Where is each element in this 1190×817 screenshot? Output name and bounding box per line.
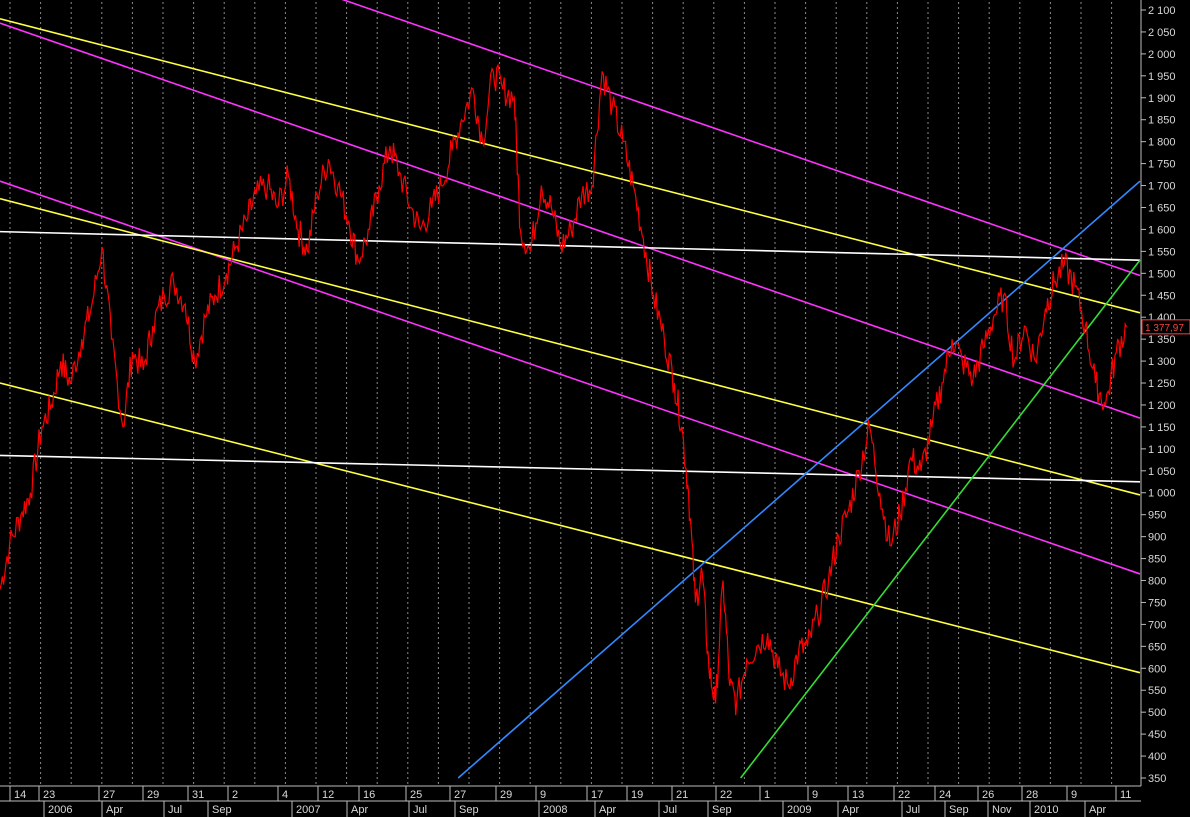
y-tick-label: 800 bbox=[1148, 576, 1166, 588]
x-month-label: 2006 bbox=[48, 804, 72, 816]
x-month-label: Apr bbox=[106, 804, 123, 816]
x-month-label: 2007 bbox=[296, 804, 320, 816]
x-tick-label: 22 bbox=[720, 789, 732, 801]
trendline-magenta bbox=[0, 180, 1141, 575]
y-tick-label: 1 000 bbox=[1148, 488, 1176, 500]
x-tick-label: 11 bbox=[1120, 789, 1131, 801]
y-tick-label: 900 bbox=[1148, 532, 1166, 544]
y-tick-label: 1 350 bbox=[1148, 334, 1176, 346]
x-tick-label: 27 bbox=[103, 789, 115, 801]
y-tick-label: 650 bbox=[1148, 641, 1166, 653]
y-tick-label: 1 500 bbox=[1148, 268, 1176, 280]
x-tick-label: 1 bbox=[764, 789, 770, 801]
x-tick-label: 25 bbox=[410, 789, 422, 801]
trendline-yellow bbox=[0, 197, 1141, 496]
x-month-label: Sep bbox=[949, 804, 969, 816]
y-tick-label: 1 700 bbox=[1148, 181, 1176, 193]
x-month-label: 2008 bbox=[543, 804, 567, 816]
x-month-label: 2010 bbox=[1034, 804, 1058, 816]
x-tick-label: 13 bbox=[852, 789, 864, 801]
last-price-label: 1 377,97 bbox=[1145, 323, 1184, 334]
x-tick-label: 29 bbox=[147, 789, 159, 801]
x-tick-label: 27 bbox=[454, 789, 466, 801]
y-axis-panel bbox=[1141, 0, 1190, 817]
x-tick-label: 4 bbox=[282, 789, 288, 801]
price-series bbox=[0, 63, 1128, 716]
x-tick-label: 2 bbox=[232, 789, 238, 801]
price-line bbox=[0, 63, 1128, 716]
x-tick-label: 12 bbox=[322, 789, 334, 801]
trendline-magenta bbox=[341, 0, 1141, 277]
y-tick-label: 2 100 bbox=[1148, 5, 1176, 17]
y-tick-label: 350 bbox=[1148, 773, 1166, 785]
y-tick-label: 750 bbox=[1148, 597, 1166, 609]
y-tick-label: 1 300 bbox=[1148, 356, 1176, 368]
x-tick-label: 17 bbox=[591, 789, 603, 801]
y-tick-label: 1 100 bbox=[1148, 444, 1176, 456]
y-tick-label: 1 800 bbox=[1148, 137, 1176, 149]
x-tick-label: 21 bbox=[676, 789, 688, 801]
x-month-label: Apr bbox=[1089, 804, 1106, 816]
x-tick-label: 9 bbox=[540, 789, 546, 801]
y-tick-label: 1 650 bbox=[1148, 202, 1176, 214]
y-tick-label: 1 250 bbox=[1148, 378, 1176, 390]
x-tick-label: 31 bbox=[192, 789, 204, 801]
trendline-green bbox=[739, 259, 1141, 779]
trendline-white bbox=[0, 230, 1141, 261]
x-month-label: Apr bbox=[599, 804, 616, 816]
x-month-label: Nov bbox=[992, 804, 1012, 816]
x-tick-label: 28 bbox=[1026, 789, 1038, 801]
x-tick-label: 26 bbox=[982, 789, 994, 801]
x-month-label: Sep bbox=[712, 804, 732, 816]
x-tick-label: 24 bbox=[939, 789, 951, 801]
y-tick-label: 550 bbox=[1148, 685, 1166, 697]
y-tick-label: 1 050 bbox=[1148, 466, 1176, 478]
x-tick-label: 14 bbox=[14, 789, 26, 801]
y-tick-label: 1 600 bbox=[1148, 224, 1176, 236]
x-tick-label: 9 bbox=[1071, 789, 1077, 801]
x-month-label: Apr bbox=[351, 804, 368, 816]
x-tick-label: 19 bbox=[631, 789, 643, 801]
trendline-blue bbox=[457, 180, 1141, 779]
y-tick-label: 1 850 bbox=[1148, 115, 1176, 127]
y-tick-label: 1 950 bbox=[1148, 71, 1176, 83]
x-month-label: Apr bbox=[842, 804, 859, 816]
y-tick-label: 1 150 bbox=[1148, 422, 1176, 434]
x-month-label: Jul bbox=[906, 804, 920, 816]
trendline-yellow bbox=[0, 18, 1141, 314]
x-month-label: Sep bbox=[212, 804, 232, 816]
x-tick-label: 9 bbox=[812, 789, 818, 801]
x-month-label: Jul bbox=[663, 804, 677, 816]
y-tick-label: 2 000 bbox=[1148, 49, 1176, 61]
y-tick-label: 1 750 bbox=[1148, 159, 1176, 171]
y-tick-label: 850 bbox=[1148, 554, 1166, 566]
x-tick-label: 22 bbox=[898, 789, 910, 801]
x-tick-label: 16 bbox=[363, 789, 375, 801]
y-tick-label: 600 bbox=[1148, 663, 1166, 675]
y-tick-label: 700 bbox=[1148, 619, 1166, 631]
y-tick-label: 1 900 bbox=[1148, 93, 1176, 105]
y-tick-label: 1 450 bbox=[1148, 290, 1176, 302]
last-price-marker: 1 377,97 bbox=[1141, 319, 1190, 335]
x-month-label: Jul bbox=[168, 804, 182, 816]
y-tick-label: 950 bbox=[1148, 510, 1166, 522]
trendline-yellow bbox=[0, 382, 1141, 674]
y-tick-label: 2 050 bbox=[1148, 27, 1176, 39]
x-tick-label: 29 bbox=[500, 789, 512, 801]
y-tick-label: 400 bbox=[1148, 751, 1166, 763]
x-axis: 14 23 27 29 31 2 4 12 16 25 27 29 9 17 19 21 22 1 9 13 22 24 2… bbox=[0, 785, 1190, 817]
y-tick-label: 1 550 bbox=[1148, 246, 1176, 258]
x-month-label: Jul bbox=[413, 804, 427, 816]
y-tick-label: 500 bbox=[1148, 707, 1166, 719]
trendline-white bbox=[0, 454, 1141, 483]
x-month-label: Sep bbox=[459, 804, 479, 816]
x-tick-label: 23 bbox=[43, 789, 55, 801]
y-tick-label: 1 200 bbox=[1148, 400, 1176, 412]
last-price-box bbox=[1141, 319, 1190, 335]
y-tick-label: 450 bbox=[1148, 729, 1166, 741]
x-month-label: 2009 bbox=[787, 804, 811, 816]
y-axis: 2 100 2 050 2 000 1 950 1 900 1 850 1 800 1 750… bbox=[1140, 0, 1190, 817]
